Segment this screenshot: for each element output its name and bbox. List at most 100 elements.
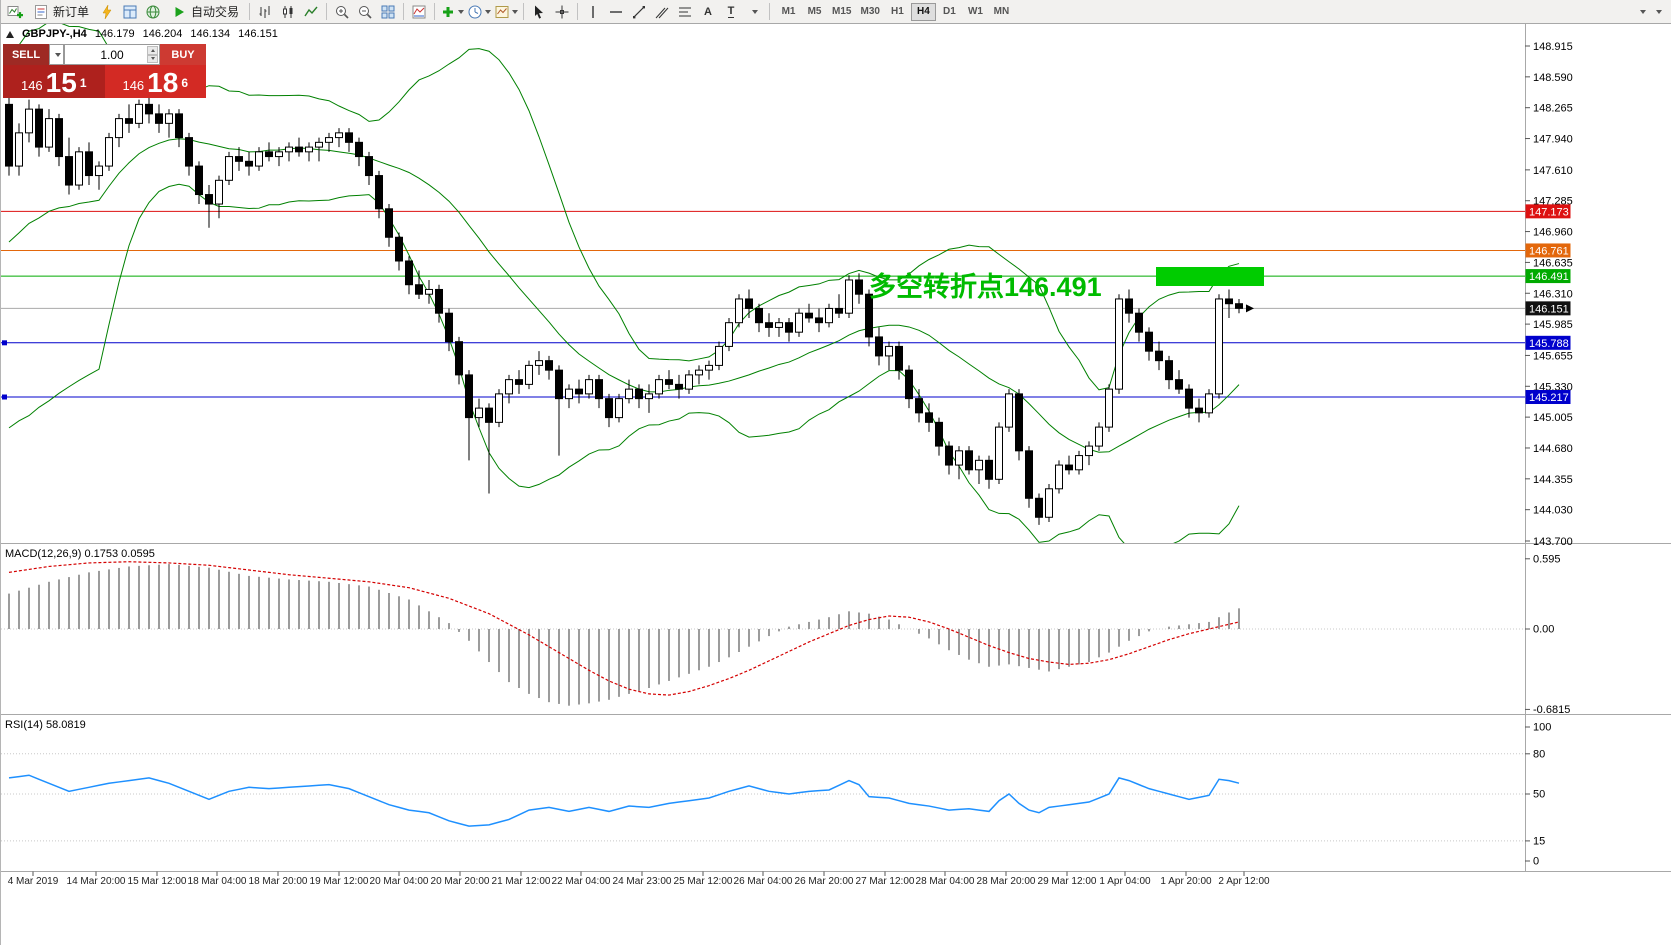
chevron-down-icon xyxy=(1640,9,1646,14)
globe-icon xyxy=(146,5,160,18)
new-order-button[interactable]: 新订单 xyxy=(27,2,95,22)
svg-text:145.788: 145.788 xyxy=(1529,338,1569,350)
timeframe-m15[interactable]: M15 xyxy=(832,6,852,17)
timeframe-w1[interactable]: W1 xyxy=(967,6,983,17)
zoom-out-button[interactable] xyxy=(354,2,376,22)
cursor-button[interactable] xyxy=(528,2,550,22)
svg-text:21 Mar 12:00: 21 Mar 12:00 xyxy=(492,876,551,887)
candlestick-chart-icon xyxy=(283,5,293,18)
chart-window-icon xyxy=(6,30,14,38)
trendline-icon xyxy=(633,5,646,18)
toolbar-separator xyxy=(434,3,436,20)
channel-button[interactable] xyxy=(651,2,673,22)
timeframe-m1[interactable]: M1 xyxy=(781,6,796,17)
ohlc-open: 146.179 xyxy=(94,28,135,40)
zoom-in-button[interactable] xyxy=(331,2,353,22)
toolbar-separator xyxy=(326,3,328,20)
volume-input[interactable]: 1.00 xyxy=(64,44,160,65)
volume-down-button[interactable] xyxy=(147,54,158,63)
new-order-icon xyxy=(35,4,47,19)
macd-pane: MACD(12,26,9) 0.1753 0.0595 0.595 0.00 -0.6… xyxy=(1,548,1570,716)
quotes-button[interactable] xyxy=(96,2,118,22)
chevron-down-icon xyxy=(54,52,61,57)
text-tool-button[interactable]: A xyxy=(697,2,719,22)
svg-text:15: 15 xyxy=(1533,835,1545,847)
trendline-button[interactable] xyxy=(628,2,650,22)
periods-button[interactable] xyxy=(466,2,492,22)
label-tool-button[interactable]: T xyxy=(720,2,742,22)
time-axis[interactable]: 4 Mar 2019 14 Mar 20:00 15 Mar 12:00 18 Mar… xyxy=(8,871,1270,888)
tile-windows-button[interactable] xyxy=(377,2,399,22)
candlestick-chart-button[interactable] xyxy=(277,2,299,22)
horizontal-line-button[interactable] xyxy=(605,2,627,22)
svg-text:29 Mar 12:00: 29 Mar 12:00 xyxy=(1038,876,1097,887)
autotrade-button[interactable]: 自动交易 xyxy=(165,2,245,22)
svg-text:28 Mar 20:00: 28 Mar 20:00 xyxy=(977,876,1036,887)
timeframe-d1[interactable]: D1 xyxy=(943,6,956,17)
symbol-title: GBPJPY-,H4 xyxy=(22,28,87,40)
svg-text:1 Apr 20:00: 1 Apr 20:00 xyxy=(1160,876,1212,887)
line-handle[interactable] xyxy=(2,340,7,346)
timeframe-m30[interactable]: M30 xyxy=(860,6,880,17)
timeframe-group: M1 M5 M15 M30 H1 H4 D1 W1 MN xyxy=(776,2,1014,21)
bollinger-upper xyxy=(8,24,1240,391)
chevron-down-icon xyxy=(512,9,519,14)
bar-chart-button[interactable] xyxy=(254,2,276,22)
fibonacci-button[interactable] xyxy=(674,2,696,22)
toolbar-overflow-right-button[interactable] xyxy=(1651,2,1665,22)
svg-text:143.700: 143.700 xyxy=(1533,536,1573,548)
buy-price[interactable]: 146 18 6 xyxy=(104,65,206,98)
buy-button[interactable]: BUY xyxy=(160,44,206,65)
annotation-rectangle[interactable] xyxy=(1156,267,1264,286)
sell-button[interactable]: SELL xyxy=(3,44,49,65)
svg-text:148.915: 148.915 xyxy=(1533,41,1573,53)
annotation-text[interactable]: 多空转折点146.491 xyxy=(869,271,1102,302)
svg-text:4 Mar 2019: 4 Mar 2019 xyxy=(8,876,59,887)
new-chart-button[interactable] xyxy=(4,2,26,22)
add-indicator-icon xyxy=(443,6,454,17)
toolbar: 新订单 自动交易 xyxy=(1,0,1671,24)
toolbar-overflow xyxy=(1635,2,1665,22)
chevron-down-icon xyxy=(1656,9,1662,14)
chevron-down-icon xyxy=(150,57,155,61)
crosshair-button[interactable] xyxy=(551,2,573,22)
market-watch-button[interactable] xyxy=(119,2,141,22)
toolbar-overflow-left-button[interactable] xyxy=(1635,2,1649,22)
svg-text:146.151: 146.151 xyxy=(1529,303,1569,315)
timeframe-h1[interactable]: H1 xyxy=(891,6,904,17)
svg-text:1 Apr 04:00: 1 Apr 04:00 xyxy=(1099,876,1151,887)
volume-spinner xyxy=(147,46,158,63)
main-chart-pane[interactable]: 多空转折点146.491 xyxy=(1,22,1525,553)
crosshair-icon xyxy=(555,5,569,18)
svg-text:2 Apr 12:00: 2 Apr 12:00 xyxy=(1218,876,1270,887)
indicator-list-button[interactable] xyxy=(408,2,430,22)
svg-text:14 Mar 20:00: 14 Mar 20:00 xyxy=(67,876,126,887)
volume-value: 1.00 xyxy=(100,47,124,62)
timeframe-m5[interactable]: M5 xyxy=(807,6,822,17)
symbol-bar: GBPJPY-,H4 146.179 146.204 146.134 146.1… xyxy=(6,28,278,40)
svg-text:20 Mar 04:00: 20 Mar 04:00 xyxy=(370,876,429,887)
bollinger-lower xyxy=(8,183,1240,543)
cursor-icon xyxy=(535,5,544,19)
add-indicator-button[interactable] xyxy=(439,2,465,22)
community-button[interactable] xyxy=(142,2,164,22)
line-chart-button[interactable] xyxy=(300,2,322,22)
price-badge: 146.491 xyxy=(1525,269,1571,284)
timeframe-h4[interactable]: H4 xyxy=(910,2,936,21)
templates-button[interactable] xyxy=(493,2,519,22)
arrows-tool-button[interactable] xyxy=(743,2,765,22)
volume-up-button[interactable] xyxy=(147,46,158,55)
lightning-icon xyxy=(102,4,112,19)
price-badge: 147.173 xyxy=(1525,204,1571,219)
line-handle[interactable] xyxy=(2,394,7,400)
timeframe-mn[interactable]: MN xyxy=(993,6,1010,17)
price-axis[interactable]: 148.915148.590148.265147.940147.610147.2… xyxy=(1525,41,1573,548)
svg-text:20 Mar 20:00: 20 Mar 20:00 xyxy=(431,876,490,887)
svg-text:144.355: 144.355 xyxy=(1533,474,1573,486)
toolbar-separator xyxy=(249,3,251,20)
sell-price[interactable]: 146 15 1 xyxy=(3,65,105,98)
vertical-line-button[interactable] xyxy=(582,2,604,22)
volume-dropdown-button[interactable] xyxy=(49,44,64,65)
ohlc-high: 146.204 xyxy=(142,28,183,40)
